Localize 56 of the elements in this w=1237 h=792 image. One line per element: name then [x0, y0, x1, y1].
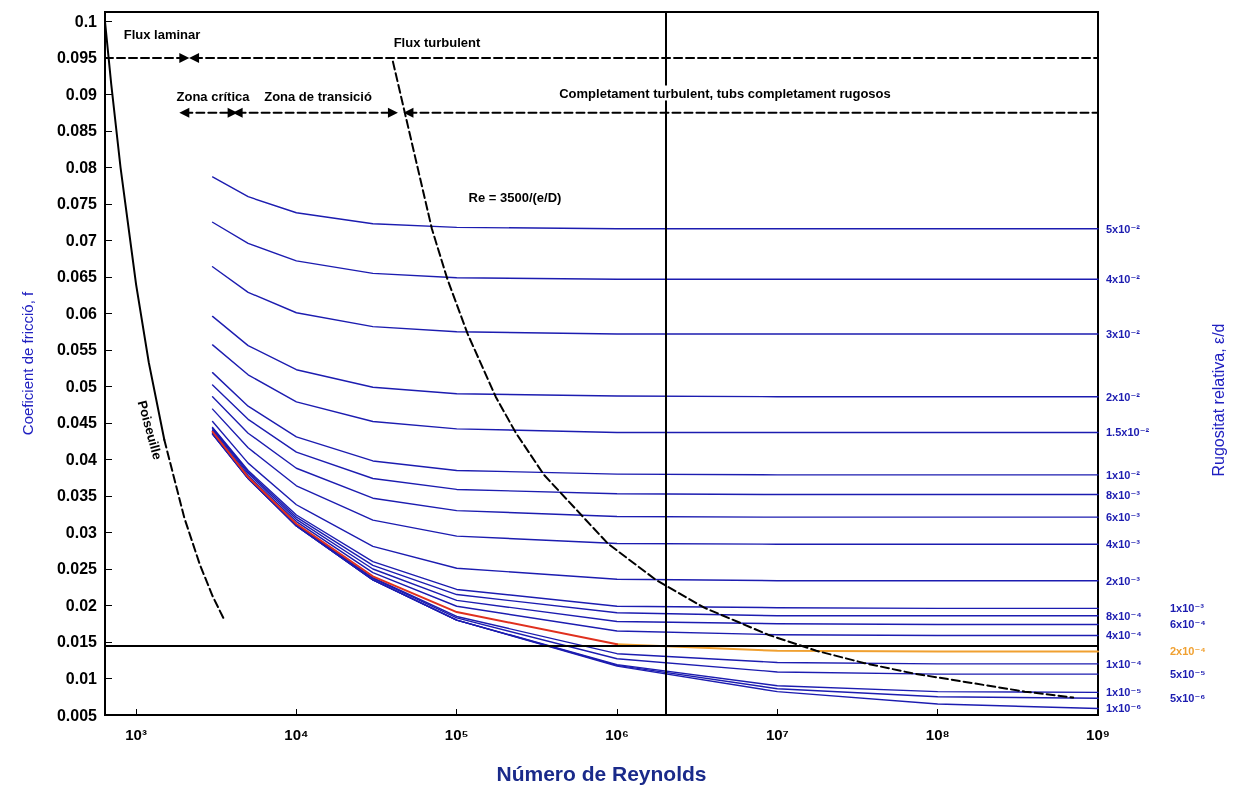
text: 6x10⁻⁴ — [1170, 618, 1206, 631]
y-tick-label: 0.08 — [65, 158, 98, 176]
text: 2x10⁻⁴ — [1170, 645, 1206, 658]
y-tick-label: 0.075 — [56, 195, 98, 213]
series-label: 4x10⁻³ — [1106, 538, 1141, 551]
y-tick-label: 0.1 — [74, 12, 98, 30]
y-tick-label: 0.035 — [56, 487, 98, 505]
x-tick-label: 10³ — [125, 726, 147, 743]
series-label: 1x10⁻² — [1106, 468, 1141, 481]
text: 5x10⁻⁶ — [1170, 692, 1206, 705]
annotation: Zona crítica — [176, 88, 251, 104]
annotation: Completament turbulent, tubs completament rugosos — [559, 85, 891, 101]
y-tick-label: 0.085 — [56, 122, 98, 140]
y-tick-label: 0.065 — [56, 268, 98, 286]
series-label: 2x10⁻³ — [1106, 574, 1141, 587]
series-label: 2x10⁻² — [1106, 390, 1141, 403]
y-tick-label: 0.025 — [56, 560, 98, 578]
y-tick-label: 0.045 — [56, 414, 98, 432]
series-label: 6x10⁻³ — [1106, 511, 1141, 524]
annotation: Zona de transició — [264, 88, 372, 104]
y-tick-label: 0.04 — [65, 451, 98, 468]
annotation: Flux laminar — [123, 26, 201, 42]
series-label: 8x10⁻³ — [1106, 488, 1141, 501]
x-tick-label: 10⁴ — [284, 726, 309, 743]
y-tick-label: 0.06 — [65, 304, 98, 322]
series-label: 1x10⁻⁶ — [1106, 702, 1142, 715]
series-label: 1x10⁻⁴ — [1106, 657, 1142, 670]
x-tick-label: 10⁹ — [1086, 726, 1110, 743]
series-label: 4x10⁻² — [1106, 273, 1141, 286]
series-label: 3x10⁻² — [1106, 327, 1141, 340]
y-tick-label: 0.05 — [65, 378, 98, 395]
annotation: Re = 3500/(e/D) — [468, 189, 562, 205]
series-label: 8x10⁻⁴ — [1106, 609, 1142, 622]
y-tick-label: 0.01 — [65, 670, 98, 687]
series-label: 1x10⁻⁵ — [1106, 686, 1142, 699]
y-tick-label: 0.055 — [56, 341, 98, 359]
y-tick-label: 0.03 — [65, 524, 98, 541]
series-label: 1.5x10⁻² — [1106, 426, 1150, 439]
x-tick-label: 10⁸ — [925, 726, 950, 743]
text: Rugositat relativa, ε/d — [1209, 323, 1227, 477]
annotation: Flux turbulent — [393, 34, 481, 50]
x-axis-title: Número de Reynolds — [496, 762, 707, 785]
text: 1x10⁻³ — [1170, 602, 1205, 615]
series-label: 4x10⁻⁴ — [1106, 629, 1142, 642]
text: 5x10⁻⁵ — [1170, 668, 1206, 681]
x-tick-label: 10⁵ — [444, 726, 469, 743]
x-tick-label: 10⁷ — [765, 726, 789, 743]
series-label: 5x10⁻² — [1106, 222, 1141, 235]
y-tick-label: 0.02 — [65, 597, 98, 614]
y-tick-label: 0.015 — [56, 633, 98, 651]
y-tick-label: 0.07 — [65, 231, 98, 249]
x-tick-label: 10⁶ — [605, 726, 629, 743]
y-tick-label: 0.095 — [56, 49, 98, 67]
y-axis-title: Coeficient de fricció, f — [19, 290, 36, 436]
y-tick-label: 0.005 — [56, 706, 98, 724]
y-tick-label: 0.09 — [65, 85, 98, 103]
